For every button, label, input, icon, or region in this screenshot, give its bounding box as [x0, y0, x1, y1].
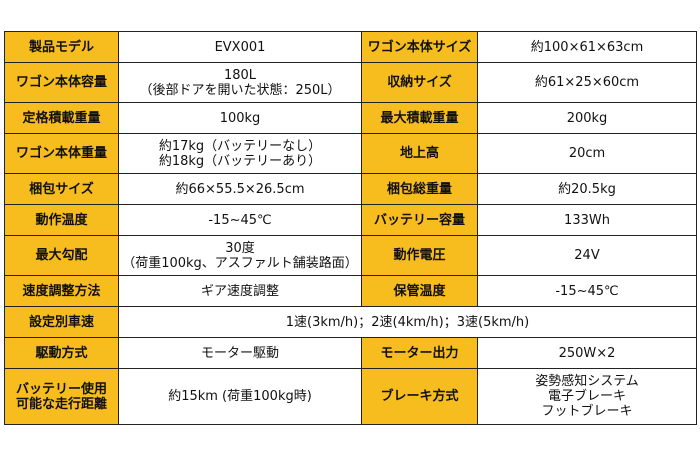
value-line: 約18kg（バッテリーあり） — [158, 153, 322, 169]
label-cell: 駆動方式 — [4, 337, 119, 369]
value-line: 30度 — [225, 240, 255, 256]
value-cell: 約61×25×60cm — [477, 62, 697, 103]
table-row: 速度調整方法 ギア速度調整 保管温度 -15~45℃ — [4, 275, 697, 307]
label-cell: 収納サイズ — [361, 62, 478, 103]
value-cell: 250W×2 — [477, 337, 697, 369]
value-cell: 姿勢感知システム 電子ブレーキ フットブレーキ — [477, 368, 697, 425]
value-cell: 約20.5kg — [477, 173, 697, 205]
table-row: 定格積載重量 100kg 最大積載重量 200kg — [4, 102, 697, 134]
label-cell: 定格積載重量 — [4, 102, 119, 134]
label-cell: 動作温度 — [4, 204, 119, 236]
value-cell-span: 1速(3km/h)；2速(4km/h)；3速(5km/h) — [118, 306, 697, 338]
label-cell: モーター出力 — [361, 337, 478, 369]
label-cell: 速度調整方法 — [4, 275, 119, 307]
value-cell: 180L （後部ドアを開いた状態：250L） — [118, 62, 362, 103]
value-line: （荷重100kg、アスファルト舗装路面） — [122, 255, 358, 271]
table-row: ワゴン本体重量 約17kg（バッテリーなし） 約18kg（バッテリーあり） 地上… — [4, 133, 697, 174]
value-line: 電子ブレーキ — [547, 389, 626, 404]
value-line: 姿勢感知システム — [535, 374, 639, 389]
value-cell: 約100×61×63cm — [477, 31, 697, 63]
value-line: （後部ドアを開いた状態：250L） — [139, 82, 341, 98]
label-cell: ワゴン本体サイズ — [361, 31, 478, 63]
value-line: 約17kg（バッテリーなし） — [158, 138, 322, 154]
value-cell: EVX001 — [118, 31, 362, 63]
value-line: フットブレーキ — [541, 404, 633, 419]
value-cell: 24V — [477, 235, 697, 276]
table-row: 動作温度 -15~45℃ バッテリー容量 133Wh — [4, 204, 697, 236]
value-cell: -15~45℃ — [118, 204, 362, 236]
label-cell: 製品モデル — [4, 31, 119, 63]
label-line: 可能な走行距離 — [15, 396, 107, 412]
label-cell: バッテリー容量 — [361, 204, 478, 236]
spec-table: 製品モデル EVX001 ワゴン本体サイズ 約100×61×63cm ワゴン本体… — [4, 31, 697, 425]
label-cell: 設定別車速 — [4, 306, 119, 338]
table-row: 最大勾配 30度 （荷重100kg、アスファルト舗装路面） 動作電圧 24V — [4, 235, 697, 276]
value-cell: ギア速度調整 — [118, 275, 362, 307]
value-cell: 約17kg（バッテリーなし） 約18kg（バッテリーあり） — [118, 133, 362, 174]
label-cell: 最大勾配 — [4, 235, 119, 276]
value-cell: モーター駆動 — [118, 337, 362, 369]
table-row: ワゴン本体容量 180L （後部ドアを開いた状態：250L） 収納サイズ 約61… — [4, 62, 697, 103]
table-row: 梱包サイズ 約66×55.5×26.5cm 梱包総重量 約20.5kg — [4, 173, 697, 205]
table-row: 駆動方式 モーター駆動 モーター出力 250W×2 — [4, 337, 697, 369]
label-cell: 梱包総重量 — [361, 173, 478, 205]
value-cell: 20cm — [477, 133, 697, 174]
value-cell: 200kg — [477, 102, 697, 134]
value-cell: 100kg — [118, 102, 362, 134]
value-cell: 133Wh — [477, 204, 697, 236]
value-cell: -15~45℃ — [477, 275, 697, 307]
value-cell: 約66×55.5×26.5cm — [118, 173, 362, 205]
value-cell: 約15km (荷重100kg時) — [118, 368, 362, 425]
table-row: 製品モデル EVX001 ワゴン本体サイズ 約100×61×63cm — [4, 31, 697, 63]
label-cell: 最大積載重量 — [361, 102, 478, 134]
label-line: バッテリー使用 — [15, 381, 107, 397]
label-cell: 保管温度 — [361, 275, 478, 307]
value-cell: 30度 （荷重100kg、アスファルト舗装路面） — [118, 235, 362, 276]
value-line: 180L — [223, 67, 257, 83]
label-cell: ブレーキ方式 — [361, 368, 478, 425]
label-cell: 地上高 — [361, 133, 478, 174]
label-cell: 動作電圧 — [361, 235, 478, 276]
table-row: バッテリー使用 可能な走行距離 約15km (荷重100kg時) ブレーキ方式 … — [4, 368, 697, 425]
table-row: 設定別車速 1速(3km/h)；2速(4km/h)；3速(5km/h) — [4, 306, 697, 338]
label-cell: 梱包サイズ — [4, 173, 119, 205]
label-cell: ワゴン本体容量 — [4, 62, 119, 103]
label-cell: ワゴン本体重量 — [4, 133, 119, 174]
label-cell: バッテリー使用 可能な走行距離 — [4, 368, 119, 425]
